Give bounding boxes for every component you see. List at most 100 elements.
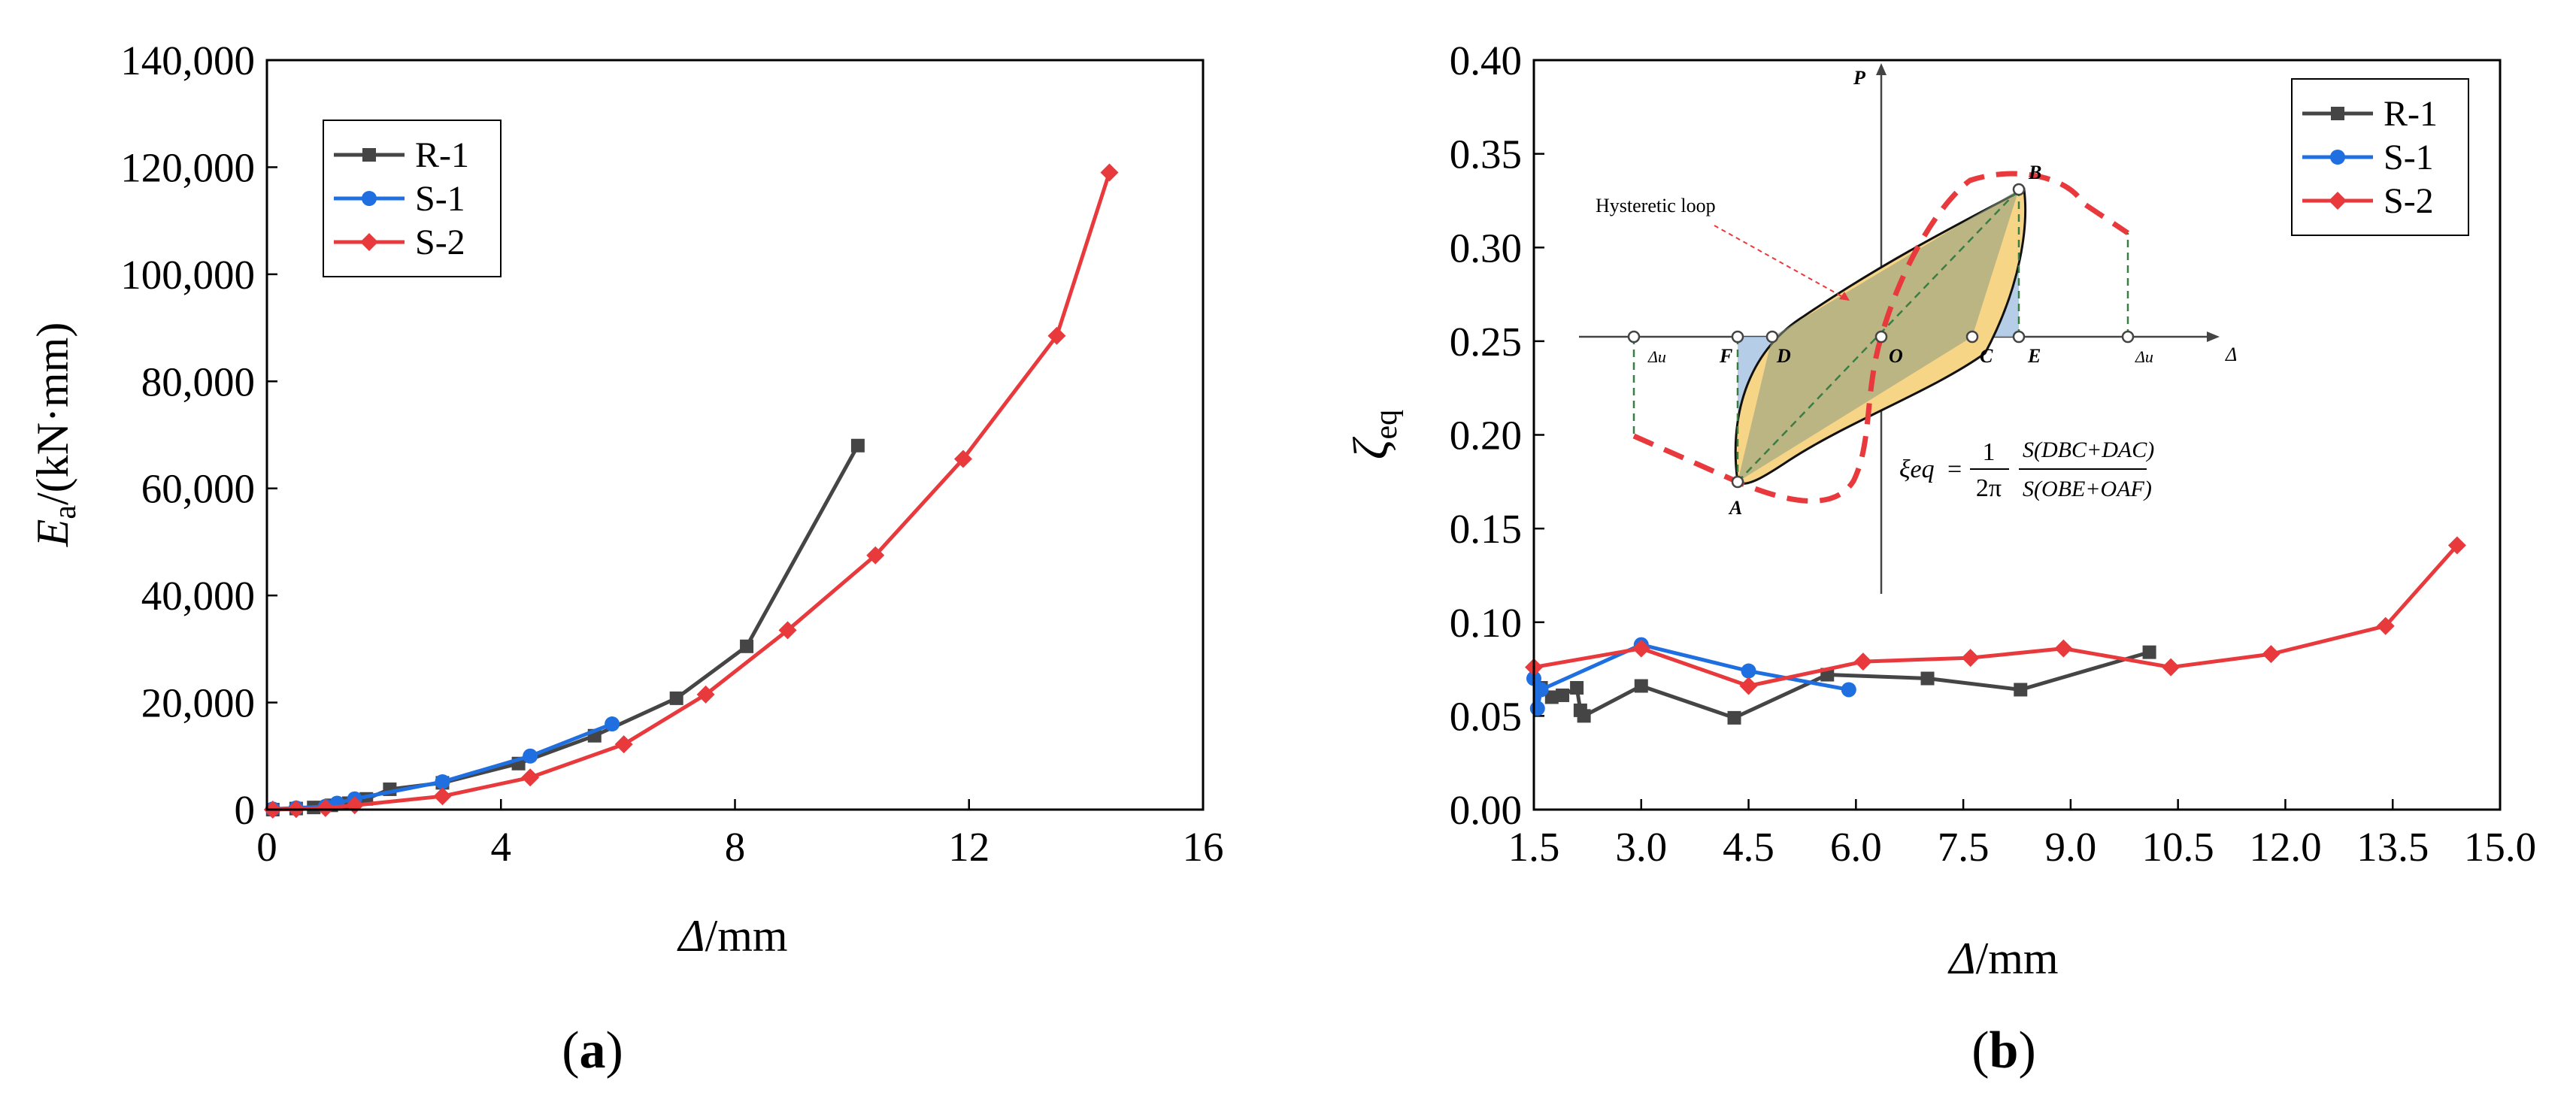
panel-b-legend-label-s-2: S-2: [2384, 181, 2434, 221]
panel-b-x-tick-label: 9.0: [2045, 824, 2097, 870]
inset-point-f-label: F: [1719, 345, 1732, 367]
formula-two-pi: 2π: [1976, 474, 2002, 502]
panel-b-point-r-1: [1634, 679, 1648, 693]
panel-a-point-s-1: [605, 716, 620, 732]
panel-a-y-tick-label: 120,000: [120, 144, 255, 190]
formula-lhs: ξeq: [1899, 456, 1935, 483]
panel-a-point-r-1: [850, 438, 865, 453]
panel-b-y-tick-label: 0.35: [1450, 132, 1522, 177]
inset-diagonal-ab: [1737, 189, 2020, 483]
panel-b-point-s-2: [2162, 658, 2181, 677]
panel-b-y-tick-label: 0.00: [1450, 787, 1522, 833]
panel-a-point-s-1: [523, 748, 538, 764]
panel-a-point-s-2: [433, 787, 452, 806]
panel-b-legend-marker-s-1: [2330, 150, 2345, 165]
inset-damping-formula: ξeq = 1 2π S(DBC+DAC) S(OBE+OAF): [1899, 438, 2154, 502]
inset-du-left-marker: [1627, 330, 1641, 344]
panel-a-point-s-2: [1100, 163, 1119, 182]
inset-point-c-label: C: [1980, 345, 1993, 367]
panel-b-point-s-2: [2054, 639, 2073, 658]
panel-a-label: (a): [562, 1022, 623, 1079]
panel-b-point-s-1: [1529, 701, 1545, 716]
panel-b-point-s-2: [1632, 639, 1650, 658]
inset-p-axis-arrow: [1876, 63, 1887, 75]
panel-a-point-s-2: [614, 735, 633, 754]
panel-a-ylabel-symbol: E: [28, 519, 77, 548]
panel-b-x-tick-label: 7.5: [1938, 824, 1990, 870]
panel-b-y-tick-label: 0.15: [1450, 506, 1522, 552]
panel-b-x-axis-label: Δ/mm: [1947, 934, 2058, 983]
panel-a-x-tick-label: 16: [1183, 824, 1224, 870]
panel-b-point-r-1: [1577, 709, 1591, 723]
inset-point-o-label: O: [1889, 345, 1903, 367]
formula-denominator: S(OBE+OAF): [2023, 477, 2152, 501]
panel-a-point-s-2: [316, 798, 335, 817]
panel-a-xlabel-symbol: Δ: [677, 911, 705, 961]
panel-b-x-tick-label: 10.5: [2142, 824, 2214, 870]
panel-a-point-r-1: [740, 639, 754, 653]
panel-b-series: [1525, 536, 2466, 725]
inset-hysteretic-label: Hysteretic loop: [1596, 195, 1716, 216]
panel-b-point-s-2: [1961, 649, 1980, 668]
formula-equals: =: [1947, 456, 1962, 483]
panel-a-y-axis-label: Ea/(kN·mm): [28, 322, 83, 548]
panel-b-y-tick-label: 0.25: [1450, 319, 1522, 365]
panel-b-damping-chart: 1.5 3.0 4.5 6.0 7.5 9.0 10.5 12.0 13.5 15.0 0.00 0.…: [1344, 38, 2536, 1079]
inset-point-d-label: D: [1776, 345, 1791, 367]
inset-point-f-marker: [1731, 330, 1744, 344]
panel-b-y-tick-label: 0.20: [1450, 413, 1522, 459]
panel-b-legend-label-r-1: R-1: [2384, 94, 2438, 134]
panel-b-point-r-1: [2014, 683, 2028, 697]
panel-a-x-tick-label: 0: [256, 824, 277, 870]
inset-annotation-line: [1714, 225, 1850, 301]
panel-a-legend-marker-s-1: [362, 191, 377, 206]
panel-a-ylabel-unit: /(kN·mm): [28, 322, 77, 505]
panel-b-point-r-1: [1544, 690, 1559, 704]
inset-point-b-label: B: [2028, 162, 2041, 183]
panel-a-legend-marker-s-2: [360, 233, 378, 251]
panel-b-xlabel-symbol: Δ: [1947, 934, 1975, 983]
inset-delta-label: Δ: [2225, 344, 2237, 365]
panel-a-y-tick-label: 40,000: [141, 573, 255, 619]
panel-a-line-r-1: [272, 444, 860, 812]
panel-b-point-r-1: [2142, 645, 2156, 659]
panel-a-plot-frame: [265, 59, 1205, 811]
panel-a-energy-chart: 0 4 8 12 16 0 20,000 40,000 60,000 80,000 100,000 1…: [28, 38, 1224, 1079]
panel-b-y-tick-label: 0.30: [1450, 225, 1522, 271]
panel-b-point-r-1: [1570, 680, 1584, 695]
panel-a-y-tick-label: 140,000: [120, 38, 255, 83]
panel-a-legend-label-s-2: S-2: [415, 223, 465, 262]
panel-b-y-tick-label: 0.40: [1450, 38, 1522, 83]
inset-point-b-marker: [2012, 183, 2026, 196]
panel-b-ylabel-sub: eq: [1369, 410, 1404, 440]
panel-b-point-r-1: [1727, 710, 1741, 725]
panel-b-ticks: 1.5 3.0 4.5 6.0 7.5 9.0 10.5 12.0 13.5 15.0 0.00 0.…: [1450, 38, 2536, 870]
panel-a-series: [263, 163, 1119, 819]
panel-a-point-s-2: [696, 685, 715, 704]
panel-a-point-s-2: [1047, 326, 1066, 345]
panel-b-label: (b): [1971, 1022, 2036, 1079]
panel-b-x-tick-label: 13.5: [2356, 824, 2429, 870]
inset-point-e-marker: [2012, 330, 2026, 344]
panel-b-plot-frame: [1532, 59, 2502, 811]
panel-a-x-axis-label: Δ/mm: [677, 911, 787, 961]
panel-b-x-tick-label: 12.0: [2249, 824, 2321, 870]
panel-b-x-tick-label: 3.0: [1615, 824, 1667, 870]
panel-b-point-r-1: [1920, 671, 1935, 686]
panel-b-x-tick-label: 15.0: [2464, 824, 2536, 870]
panel-b-point-s-1: [1741, 663, 1756, 679]
panel-a-point-r-1: [669, 691, 683, 705]
panel-a-legend-marker-r-1: [362, 148, 376, 162]
panel-b-x-tick-label: 6.0: [1830, 824, 1882, 870]
panel-a-legend-label-r-1: R-1: [415, 135, 469, 175]
panel-a-y-tick-label: 0: [235, 787, 256, 833]
panel-b-line-s-2: [1533, 543, 2459, 688]
panel-b-y-axis-label: ζeq: [1344, 410, 1404, 459]
panel-a-y-tick-label: 20,000: [141, 680, 255, 726]
panel-a-y-tick-label: 100,000: [120, 252, 255, 298]
panel-a-x-tick-label: 12: [948, 824, 989, 870]
panel-a-ticks: 0 4 8 12 16 0 20,000 40,000 60,000 80,000 100,000 1…: [120, 38, 1223, 870]
panel-b-ylabel-symbol: ζ: [1344, 436, 1399, 459]
inset-p-label: P: [1853, 67, 1866, 89]
